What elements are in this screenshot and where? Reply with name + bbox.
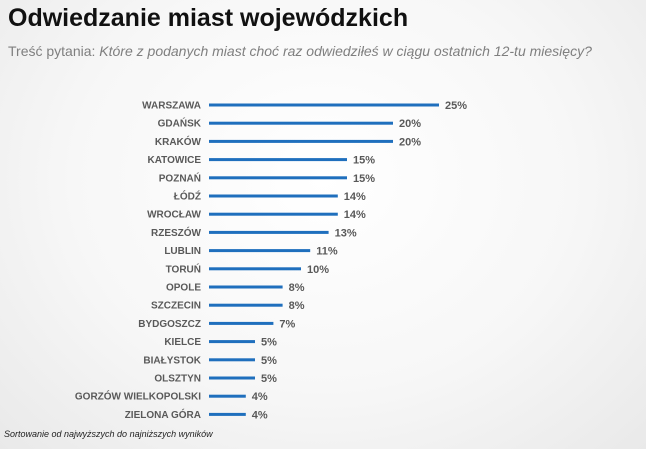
category-label: ZIELONA GÓRA [125, 408, 201, 421]
bar-gdańsk [209, 121, 393, 125]
bar-zielona-góra [209, 412, 246, 416]
category-label: KIELCE [164, 337, 201, 348]
bar-katowice [209, 158, 347, 162]
question-text: Które z podanych miast choć raz odwiedzi… [99, 43, 592, 59]
bar-opole [209, 285, 283, 289]
value-label: 25% [445, 100, 467, 112]
value-label: 15% [353, 155, 375, 167]
bar-łódź [209, 194, 338, 198]
bar-bydgoszcz [209, 321, 274, 325]
category-label: BYDGOSZCZ [138, 319, 201, 330]
value-label: 14% [344, 209, 366, 221]
bar-rzeszów [209, 230, 329, 234]
bar-warszawa [209, 103, 439, 107]
category-label: WARSZAWA [142, 101, 201, 112]
value-label: 4% [252, 391, 268, 403]
value-label: 13% [335, 227, 357, 239]
value-label: 15% [353, 173, 375, 185]
value-label: 5% [261, 355, 277, 367]
category-label: GORZÓW WIELKOPOLSKI [75, 390, 201, 403]
value-label: 20% [399, 118, 421, 130]
bar-kraków [209, 139, 393, 143]
category-label: WROCŁAW [147, 210, 201, 221]
bar-szczecin [209, 303, 283, 307]
category-label: POZNAŃ [159, 171, 201, 184]
value-label: 14% [344, 191, 366, 203]
category-label: RZESZÓW [151, 226, 202, 239]
question-prefix: Treść pytania: [8, 43, 96, 59]
category-label: KATOWICE [147, 155, 201, 166]
category-label: TORUŃ [166, 262, 201, 275]
bar-lublin [209, 249, 311, 253]
category-label: ŁÓDŹ [174, 190, 201, 203]
value-label: 7% [279, 318, 295, 330]
value-label: 20% [399, 136, 421, 148]
value-label: 8% [289, 282, 305, 294]
bar-toruń [209, 267, 301, 271]
bar-gorzów-wielkopolski [209, 394, 246, 398]
value-label: 8% [289, 300, 305, 312]
bar-kielce [209, 340, 255, 344]
bar-wrocław [209, 212, 338, 216]
page-title: Odwiedzanie miast wojewódzkich [8, 4, 409, 32]
bar-poznań [209, 176, 347, 180]
category-label: SZCZECIN [151, 301, 201, 312]
value-label: 10% [307, 264, 329, 276]
footnote: Sortowanie od najwyższych do najniższych… [4, 429, 213, 439]
bar-białystok [209, 358, 255, 362]
bar-olsztyn [209, 376, 255, 380]
value-label: 5% [261, 337, 277, 349]
category-label: BIAŁYSTOK [143, 355, 201, 366]
value-label: 4% [252, 409, 268, 421]
category-label: LUBLIN [164, 246, 201, 257]
value-label: 5% [261, 373, 277, 385]
category-label: KRAKÓW [155, 135, 202, 148]
question: Treść pytania: Które z podanych miast ch… [8, 43, 592, 59]
category-label: GDAŃSK [158, 117, 202, 130]
category-label: OLSZTYN [154, 374, 201, 385]
value-label: 11% [316, 246, 338, 258]
category-label: OPOLE [166, 283, 201, 294]
